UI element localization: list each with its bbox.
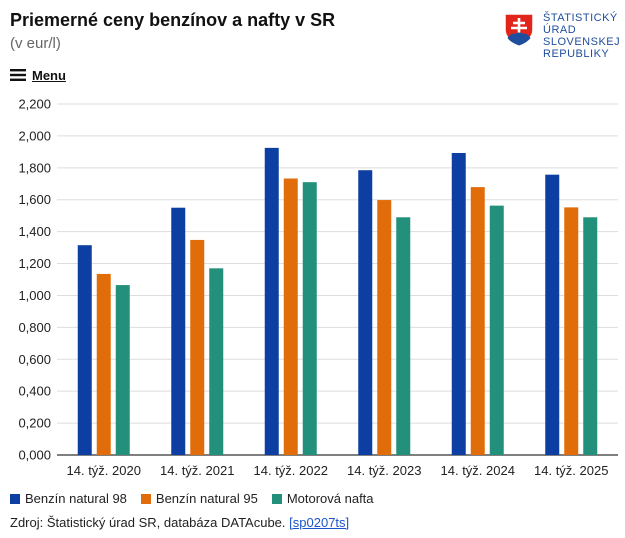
bar (264, 147, 279, 455)
source-note: Zdroj: Štatistický úrad SR, databáza DAT… (10, 515, 349, 530)
bar (77, 245, 92, 455)
x-tick-label: 14. týž. 2022 (254, 463, 328, 478)
bar (209, 268, 224, 455)
legend-item[interactable]: Motorová nafta (271, 491, 374, 506)
x-tick-label: 14. týž. 2023 (347, 463, 421, 478)
chart-title: Priemerné ceny benzínov a nafty v SR (10, 10, 336, 30)
bar (115, 285, 130, 455)
shield-icon (504, 13, 534, 47)
y-tick-label: 0,200 (18, 416, 51, 431)
bar (489, 205, 504, 455)
legend-label: Motorová nafta (286, 491, 374, 506)
y-tick-label: 1,600 (18, 192, 51, 207)
legend-label: Benzín natural 95 (155, 491, 258, 506)
legend-label: Benzín natural 98 (25, 491, 127, 506)
x-tick-label: 14. týž. 2021 (160, 463, 234, 478)
y-tick-label: 0,400 (18, 384, 51, 399)
y-tick-label: 1,800 (18, 160, 51, 175)
bar (396, 217, 411, 455)
bar-chart: 0,000 0,200 0,400 0,600 0,800 1,000 1,200 1,400… (18, 97, 618, 478)
bar (470, 187, 485, 456)
y-tick-label: 0,000 (18, 448, 51, 463)
legend-swatch (271, 493, 282, 504)
y-tick-label: 0,600 (18, 352, 51, 367)
logo-line: ÚRAD (543, 24, 577, 36)
legend-swatch (140, 493, 151, 504)
chart-subtitle: (v eur/l) (10, 35, 61, 52)
bar (96, 273, 111, 455)
bar (190, 239, 205, 455)
bar (583, 217, 598, 455)
susr-logo[interactable]: ŠTATISTICKÝ ÚRAD SLOVENSKEJ REPUBLIKY (503, 12, 621, 64)
bar (358, 170, 373, 455)
bar (171, 207, 186, 455)
menu-button[interactable]: Menu (10, 66, 66, 84)
hamburger-icon (10, 69, 26, 81)
bar (451, 152, 466, 455)
y-tick-label: 2,000 (18, 128, 51, 143)
logo-line: SLOVENSKEJ (543, 36, 621, 48)
legend-item[interactable]: Benzín natural 98 (10, 491, 127, 506)
bar (302, 182, 317, 455)
logo-line: ŠTATISTICKÝ (543, 12, 618, 24)
bar (564, 207, 579, 455)
y-tick-label: 2,200 (18, 97, 51, 112)
bar (377, 200, 392, 455)
x-tick-label: 14. týž. 2024 (441, 463, 515, 478)
y-tick-label: 1,400 (18, 224, 51, 239)
y-tick-label: 1,200 (18, 256, 51, 271)
bar (545, 174, 560, 455)
logo-text: ŠTATISTICKÝ ÚRAD SLOVENSKEJ REPUBLIKY (543, 12, 620, 60)
legend-item[interactable]: Benzín natural 95 (140, 491, 258, 506)
source-text: Zdroj: Štatistický úrad SR, databáza DAT… (10, 515, 286, 530)
legend-swatch (10, 493, 20, 504)
logo-line: REPUBLIKY (543, 48, 610, 60)
x-tick-label: 14. týž. 2020 (67, 463, 141, 478)
y-tick-label: 1,000 (18, 288, 51, 303)
y-tick-label: 0,800 (18, 320, 51, 335)
bar (283, 178, 298, 455)
source-link[interactable]: [sp0207ts] (289, 515, 350, 530)
menu-label: Menu (32, 67, 66, 83)
x-tick-label: 14. týž. 2025 (534, 463, 608, 478)
chart-legend: Benzín natural 98 Benzín natural 95 Moto… (10, 491, 388, 506)
